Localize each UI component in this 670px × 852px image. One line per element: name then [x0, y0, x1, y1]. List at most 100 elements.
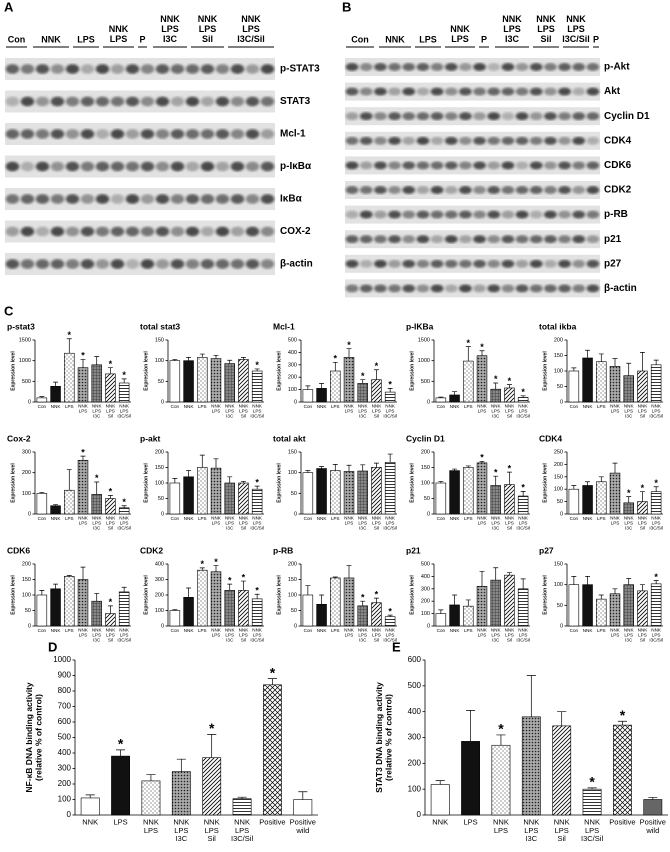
significance-star: *: [388, 606, 392, 616]
blot-band: [35, 194, 50, 204]
blot-band: [345, 235, 359, 244]
significance-star: *: [68, 330, 72, 340]
y-tick-label: 0: [417, 810, 422, 819]
blot-band: [402, 186, 416, 194]
blot-band: [5, 96, 20, 107]
bar: [118, 591, 130, 627]
y-tick-label: 0: [28, 511, 31, 517]
y-tick-label: 200: [22, 561, 31, 567]
error-bar: [435, 780, 445, 785]
blot-band: [558, 210, 571, 219]
blot-band: [430, 63, 444, 71]
x-tick-label: NNK LPS I3C/Sil: [383, 628, 397, 643]
blot-band: [374, 235, 387, 244]
bar: [64, 489, 75, 515]
x-tick-label: NNK LPS I3C: [491, 628, 502, 643]
y-axis-label: Expression level: [409, 575, 415, 615]
bar: [36, 493, 48, 515]
x-tick-label: Con: [171, 516, 180, 521]
blot-band: [388, 210, 401, 219]
error-bar: [94, 356, 100, 365]
blot-band: [185, 96, 200, 107]
y-tick-label: 600: [58, 717, 72, 726]
y-tick-label: 0: [161, 623, 164, 629]
blot-band: [245, 259, 260, 269]
blot-band: [473, 235, 486, 244]
error-bar: [80, 455, 86, 461]
error-bar: [240, 580, 246, 591]
x-tick-label: NNK LPS Sil: [372, 404, 383, 419]
error-bar: [653, 359, 659, 365]
x-tick-label: LPS: [464, 628, 473, 633]
blot-band: [416, 63, 430, 71]
blot-band: [155, 194, 170, 204]
bar: [517, 495, 529, 515]
blot-band: [402, 161, 416, 170]
bar: [435, 397, 447, 403]
blot-band: [529, 112, 543, 121]
lane-label: LPS: [77, 34, 95, 44]
significance-star: *: [480, 453, 484, 463]
x-tick-label: NNK LPS Sil: [239, 404, 250, 419]
x-tick-label: NNK LPS I3C: [92, 628, 103, 643]
error-bar: [227, 476, 233, 483]
blot-strip: [5, 58, 275, 80]
blot-band: [430, 186, 444, 194]
chart-title: CDK2: [140, 545, 163, 555]
bar: [552, 725, 572, 816]
y-tick-label: 400: [421, 574, 430, 580]
blot-band: [374, 136, 387, 145]
bar: [77, 367, 89, 403]
y-tick-label: 150: [155, 465, 164, 471]
blot-band: [529, 87, 543, 96]
y-axis-label: Expression level: [542, 575, 548, 615]
blot-band: [430, 284, 444, 293]
blot-band: [572, 235, 586, 244]
blot-band: [444, 259, 458, 268]
error-bar: [465, 465, 471, 468]
y-tick-label: 300: [421, 586, 430, 592]
bar: [316, 468, 327, 515]
y-axis-label: Expression level: [143, 463, 149, 503]
blot-band: [185, 194, 200, 204]
blot-band: [245, 129, 260, 139]
significance-star: *: [109, 359, 113, 369]
x-tick-label: NNK: [82, 817, 98, 826]
bar: [330, 470, 341, 515]
blot-band: [572, 63, 586, 71]
blot-band: [388, 284, 401, 293]
blot-band: [230, 64, 245, 74]
significance-star: *: [81, 447, 85, 457]
x-tick-label: LPS: [198, 516, 207, 521]
blot-band: [515, 112, 529, 121]
error-bar: [626, 578, 632, 585]
chart-title: total ikba: [539, 321, 577, 331]
blot-band: [473, 112, 486, 121]
x-tick-label: Con: [38, 404, 47, 409]
blot-band: [20, 64, 35, 74]
x-tick-label: NNK LPS I3C: [92, 516, 103, 531]
bar: [302, 472, 314, 515]
bar: [50, 505, 61, 515]
blot-band: [501, 136, 515, 145]
x-tick-label: NNK LPS I3C: [225, 404, 236, 419]
bar: [476, 355, 488, 403]
blot-band: [215, 161, 230, 172]
blot-band: [558, 186, 571, 194]
blot-band: [200, 129, 215, 139]
blot-band: [558, 161, 571, 170]
y-tick-label: 300: [155, 577, 164, 583]
y-tick-label: 50: [291, 491, 297, 497]
blot-band: [260, 226, 275, 237]
error-bar: [571, 367, 577, 371]
x-tick-label: LPS: [463, 817, 477, 826]
x-tick-label: NNK LPS: [143, 817, 159, 834]
significance-star: *: [347, 340, 351, 350]
blot-band: [200, 259, 215, 269]
significance-star: *: [95, 473, 99, 483]
blot-band: [95, 161, 110, 172]
blot-band: [125, 129, 140, 139]
blot-band: [230, 96, 245, 107]
blot-strip: [5, 253, 275, 275]
bar: [371, 379, 382, 403]
